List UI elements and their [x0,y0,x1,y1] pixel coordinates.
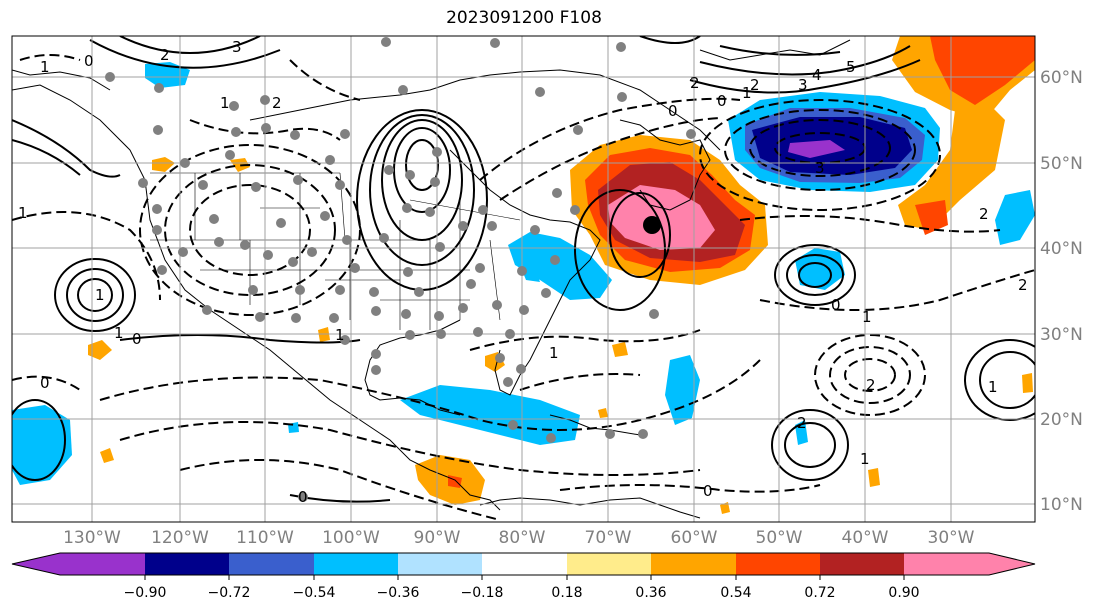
station-markers [105,37,696,502]
colorbar-tick: 0.90 [888,585,919,601]
contour-labels: 2 3 1 0 2 1 2 4 5 2 3 0 1 0 3 1 1 2 2 1 … [18,38,1028,506]
contour-label: 2 [272,94,282,112]
contour-label: 1 [40,58,50,76]
colorbar-bin [229,553,314,575]
colorbar-bin [398,553,483,575]
colorbar-outline [11,552,1036,576]
lon-label: 120°W [151,528,209,548]
colorbar-min-extend [12,553,60,575]
colorbar-tick: −0.72 [208,585,251,601]
lon-label: 70°W [585,528,632,548]
contour-label: 2 [160,46,170,64]
contour-label: 1 [114,324,124,342]
longitude-labels: 130°W 120°W 110°W 100°W 90°W 80°W 70°W 6… [63,528,975,548]
contour-label: 1 [862,308,872,326]
colorbar-bin [567,553,652,575]
lon-label: 130°W [63,528,121,548]
lon-label: 90°W [414,528,461,548]
map-title: 2023091200 F108 [446,8,602,28]
colorbar-tick: 0.18 [551,585,582,601]
colorbar-bin [736,553,821,575]
contour-label: 0 [40,374,50,392]
colorbar-max-extend [989,553,1035,575]
lon-label: 110°W [236,528,294,548]
contour-label: 4 [812,66,822,84]
lon-label: 50°W [756,528,803,548]
contour-label: 1 [220,94,230,112]
latitude-labels: 60°N 50°N 40°N 30°N 20°N 10°N [1040,68,1083,515]
lon-label: 30°W [928,528,975,548]
contour-label: 1 [988,378,998,396]
colorbar-bin [820,553,905,575]
contour-label: 3 [815,159,825,177]
contour-label: 2 [1018,276,1028,294]
colorbar-tick: −0.90 [124,585,167,601]
colorbar-bin [145,553,230,575]
contour-label: 0 [298,488,308,506]
contour-label: 0 [668,102,678,120]
contour-label: 0 [717,92,727,110]
colorbar-tick: 0.72 [804,585,835,601]
contour-label: 2 [750,76,760,94]
contour-label: 0 [703,482,713,500]
contour-label: 0 [831,296,841,314]
lon-label: 40°W [842,528,889,548]
colorbar-bin [60,553,145,575]
contour-label: 2 [979,205,989,223]
colorbar: −0.90 −0.72 −0.54 −0.36 −0.18 0.18 0.36 … [11,552,1036,601]
contour-label: 0 [84,52,94,70]
contour-label: 0 [132,330,142,348]
lat-label: 20°N [1040,410,1083,430]
colorbar-tick: −0.54 [293,585,336,601]
contour-label: 3 [798,76,808,94]
contour-label: 2 [797,414,807,432]
colorbar-bin [651,553,736,575]
colorbar-bin [904,553,989,575]
map-frame [11,35,1036,523]
colorbar-tick: 0.36 [635,585,666,601]
contour-label: 1 [860,450,870,468]
contour-label: 1 [549,344,559,362]
contour-label: 3 [232,38,242,56]
contour-label: 1 [742,84,752,102]
colorbar-bin [314,553,399,575]
colorbar-bin [482,553,567,575]
lat-label: 60°N [1040,68,1083,88]
lat-label: 10°N [1040,495,1083,515]
colorbar-tick: −0.18 [461,585,504,601]
contour-label: 2 [690,74,700,92]
lat-label: 40°N [1040,239,1083,259]
lon-label: 80°W [499,528,546,548]
lon-label: 60°W [671,528,718,548]
contour-label: 1 [18,204,28,222]
lat-label: 30°N [1040,325,1083,345]
lon-label: 100°W [322,528,380,548]
storm-center-marker [643,216,661,234]
contour-label: 1 [335,326,345,344]
colorbar-tick: −0.36 [377,585,420,601]
contour-label: 2 [866,376,876,394]
contour-label: 5 [846,58,856,76]
colorbar-tick: 0.54 [720,585,751,601]
coastlines [12,39,851,519]
contour-label: 1 [95,286,105,304]
lat-label: 50°N [1040,154,1083,174]
